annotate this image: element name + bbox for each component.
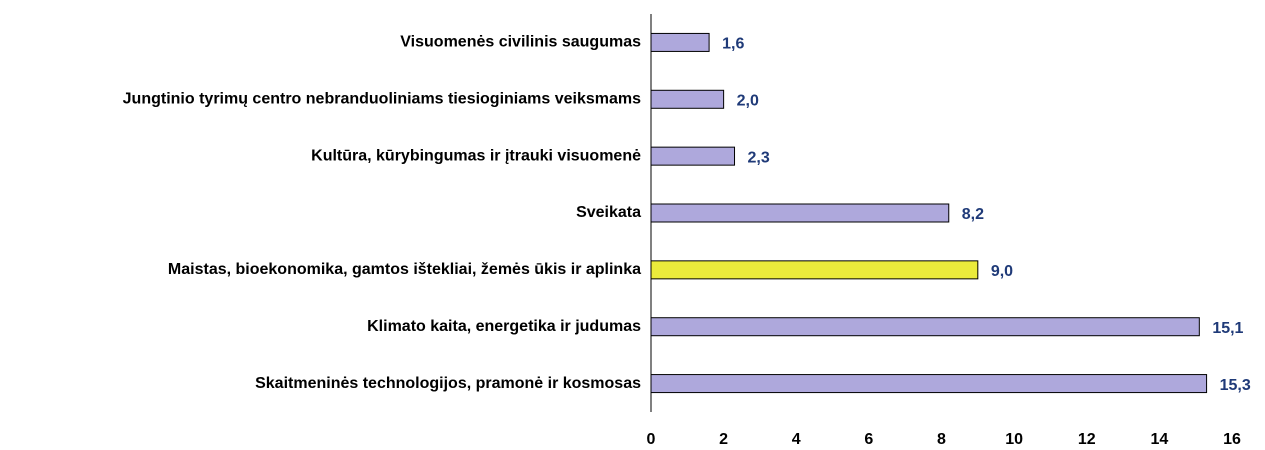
bar	[650, 203, 950, 223]
x-tick-label: 14	[1150, 431, 1168, 448]
bar	[650, 32, 710, 52]
value-label: 2,3	[748, 149, 770, 166]
value-label: 8,2	[962, 206, 984, 223]
x-tick-label: 12	[1078, 431, 1096, 448]
category-label: Sveikata	[576, 204, 641, 221]
bar	[650, 260, 979, 280]
x-tick-label: 0	[647, 431, 656, 448]
category-label: Kultūra, kūrybingumas ir įtrauki visuome…	[311, 147, 641, 164]
bar	[650, 146, 736, 166]
category-label: Maistas, bioekonomika, gamtos ištekliai,…	[168, 261, 641, 278]
category-label: Visuomenės civilinis saugumas	[400, 34, 641, 51]
bar	[650, 317, 1200, 337]
bar	[650, 374, 1208, 394]
value-label: 15,1	[1212, 320, 1243, 337]
x-tick-label: 8	[937, 431, 946, 448]
x-tick-label: 2	[719, 431, 728, 448]
x-tick-label: 4	[792, 431, 801, 448]
category-label: Klimato kaita, energetika ir judumas	[367, 318, 641, 335]
x-tick-label: 10	[1005, 431, 1023, 448]
x-tick-label: 16	[1223, 431, 1241, 448]
category-label: Skaitmeninės technologijos, pramonė ir k…	[255, 375, 641, 392]
category-label: Jungtinio tyrimų centro nebranduoliniams…	[123, 91, 641, 108]
value-label: 2,0	[737, 93, 759, 110]
value-label: 9,0	[991, 263, 1013, 280]
value-label: 1,6	[722, 36, 744, 53]
bar	[650, 89, 725, 109]
x-tick-label: 6	[864, 431, 873, 448]
value-label: 15,3	[1220, 377, 1251, 394]
